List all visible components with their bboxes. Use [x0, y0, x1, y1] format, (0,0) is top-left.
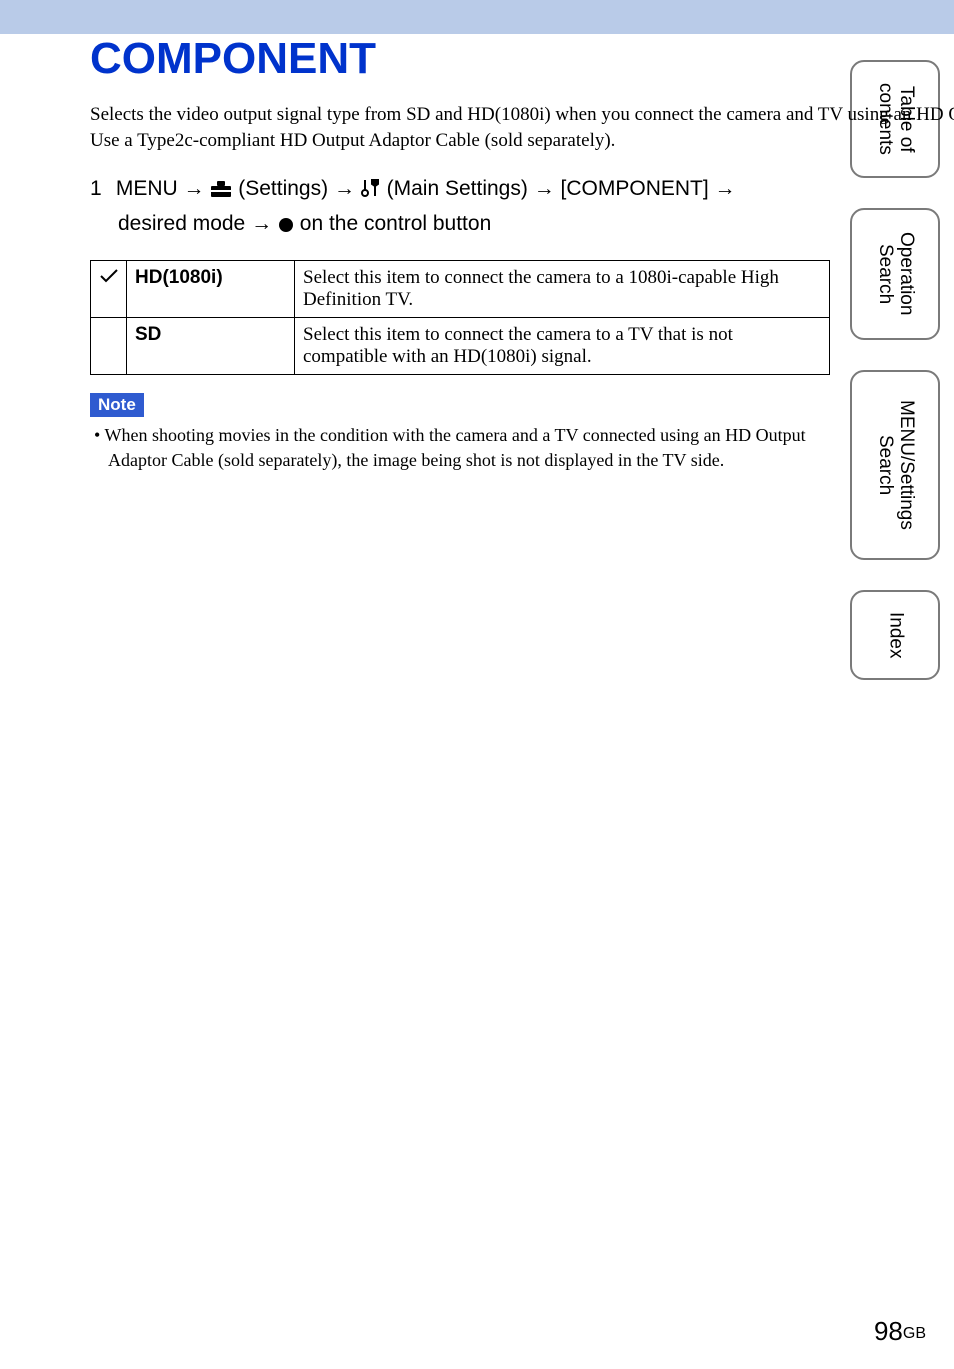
page-number: 98GB: [874, 1316, 926, 1347]
arrow-icon: →: [184, 177, 205, 200]
arrow-icon: →: [715, 177, 736, 200]
page-number-value: 98: [874, 1316, 903, 1346]
tools-icon: [361, 176, 381, 208]
step-component-label: [COMPONENT]: [561, 177, 709, 200]
step-1: 1 MENU → (Settings) → (Main Settings) → …: [90, 173, 830, 242]
step-settings-label: (Settings): [238, 177, 328, 200]
checkmark-cell: [91, 261, 127, 318]
step-line-2: desired mode → on the control button: [118, 208, 830, 243]
note-list: When shooting movies in the condition wi…: [90, 423, 830, 472]
checkmark-cell: [91, 318, 127, 375]
toolbox-icon: [210, 176, 232, 208]
tab-menu-settings-search[interactable]: MENU/Settings Search: [850, 370, 940, 560]
tab-operation-search[interactable]: Operation Search: [850, 208, 940, 340]
page: Table of contents Operation Search MENU/…: [0, 0, 954, 1369]
step-line-1: MENU → (Settings) → (Main Settings) → [C…: [116, 177, 736, 200]
page-title: COMPONENT: [90, 34, 830, 84]
tab-label: Index: [885, 612, 906, 658]
tab-label: MENU/Settings Search: [874, 400, 916, 530]
top-bar: [0, 0, 954, 34]
note-badge: Note: [90, 393, 144, 417]
table-row: SD Select this item to connect the camer…: [91, 318, 830, 375]
step-control-button-label: on the control button: [300, 212, 491, 235]
options-table: HD(1080i) Select this item to connect th…: [90, 260, 830, 375]
arrow-icon: →: [334, 177, 355, 200]
option-label: HD(1080i): [127, 261, 295, 318]
intro-paragraph: Selects the video output signal type fro…: [90, 102, 830, 153]
tab-index[interactable]: Index: [850, 590, 940, 680]
option-description: Select this item to connect the camera t…: [295, 318, 830, 375]
table-row: HD(1080i) Select this item to connect th…: [91, 261, 830, 318]
step-menu-label: MENU: [116, 177, 178, 200]
center-button-icon: [278, 211, 294, 243]
arrow-icon: →: [251, 212, 272, 235]
page-number-suffix: GB: [903, 1325, 926, 1342]
tab-label: Operation Search: [874, 232, 916, 315]
step-desired-mode: desired mode: [118, 212, 245, 235]
side-tabs: Table of contents Operation Search MENU/…: [850, 60, 940, 710]
option-description: Select this item to connect the camera t…: [295, 261, 830, 318]
content: COMPONENT Selects the video output signa…: [90, 34, 830, 472]
arrow-icon: →: [534, 177, 555, 200]
step-main-settings-label: (Main Settings): [387, 177, 528, 200]
option-label: SD: [127, 318, 295, 375]
note-item: When shooting movies in the condition wi…: [108, 423, 830, 472]
check-icon: [100, 269, 118, 283]
step-number: 1: [90, 173, 110, 205]
